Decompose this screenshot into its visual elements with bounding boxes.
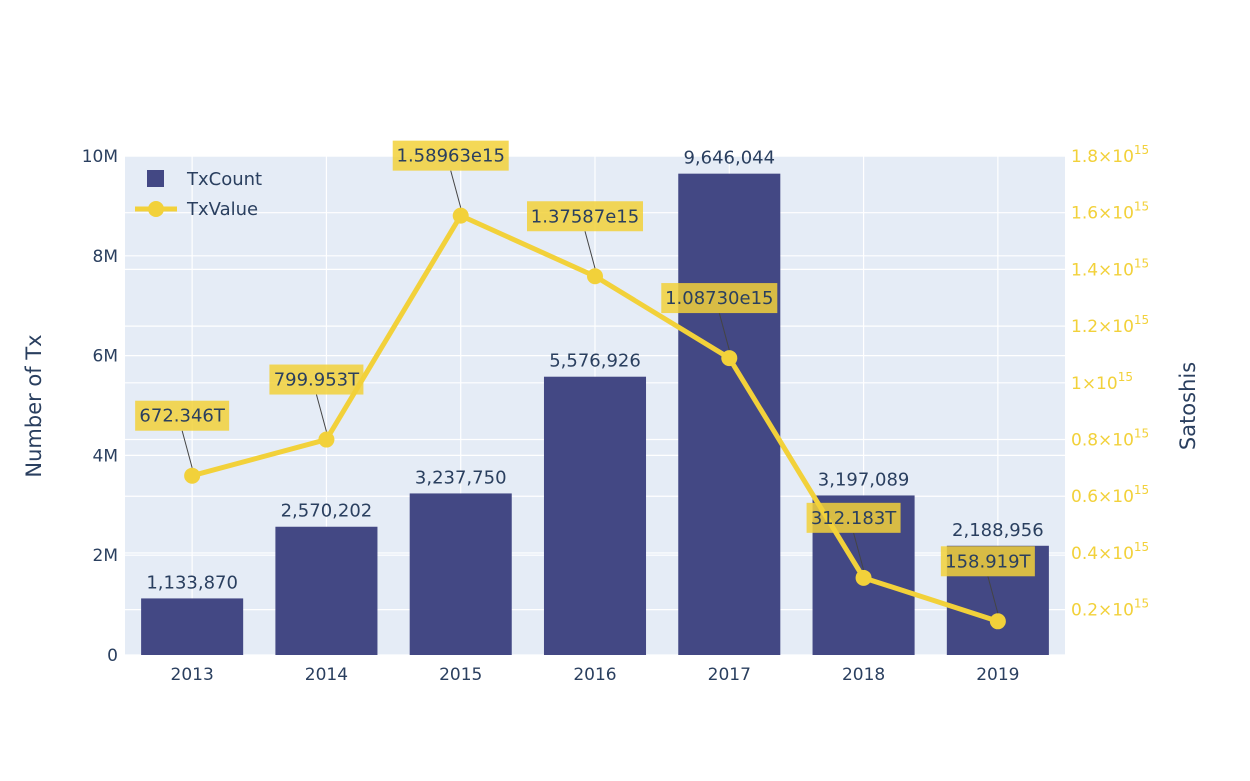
legend-swatch-txcount — [147, 170, 164, 187]
annotations: 672.346T 799.953T 1.58963e15 1.37587e15 1.08… — [135, 140, 1035, 614]
txvalue-point-2013[interactable] — [184, 467, 201, 484]
left-tick-2: 4M — [93, 446, 118, 466]
txvalue-point-2017[interactable] — [721, 350, 738, 367]
left-tick-3: 6M — [93, 347, 118, 367]
bar-2016[interactable] — [543, 376, 647, 655]
annotation-box-2019 — [940, 546, 1035, 577]
x-tick-2017: 2017 — [708, 665, 751, 685]
right-tick-5: 1.2×1015 — [1071, 313, 1149, 337]
annotation-arrow-2019 — [987, 576, 999, 614]
left-tick-0: 0 — [107, 646, 118, 666]
annotation-arrow-2015 — [450, 170, 462, 208]
txvalue-point-2015[interactable] — [452, 207, 469, 224]
x-axis-ticks: 2013 2014 2015 2016 2017 2018 2019 — [171, 665, 1020, 685]
txvalue-point-2014[interactable] — [318, 431, 335, 448]
annotation-arrow-2016 — [584, 231, 596, 269]
annotation-box-2013 — [135, 400, 230, 431]
annotation-label-2016: 1.37587e15 — [531, 206, 639, 227]
line-layer — [184, 207, 1006, 630]
bar-label-2019: 2,188,956 — [952, 520, 1044, 541]
x-tick-2013: 2013 — [171, 665, 214, 685]
right-axis-ticks: 0.2×1015 0.4×1015 0.6×1015 0.8×1015 1×1015 1.… — [1071, 143, 1149, 621]
bar-label-2014: 2,570,202 — [281, 501, 373, 522]
right-tick-8: 1.8×1015 — [1071, 143, 1149, 167]
bar-label-2018: 3,197,089 — [818, 469, 910, 490]
right-tick-4: 1×1015 — [1071, 370, 1133, 394]
left-tick-1: 2M — [93, 546, 118, 566]
right-axis-title: Satoshis — [1176, 362, 1200, 450]
annotation-box-2018 — [806, 502, 901, 533]
annotation-box-2017 — [661, 283, 778, 314]
bar-label-2015: 3,237,750 — [415, 467, 507, 488]
x-tick-2016: 2016 — [573, 665, 616, 685]
left-axis-ticks: 0 2M 4M 6M 8M 10M — [82, 147, 118, 666]
left-tick-5: 10M — [82, 147, 118, 167]
bar-label-2017: 9,646,044 — [683, 148, 775, 169]
annotation-label-2013: 672.346T — [139, 406, 225, 427]
annotation-label-2019: 158.919T — [945, 551, 1031, 572]
annotation-arrow-2018 — [853, 532, 865, 570]
annotation-label-2015: 1.58963e15 — [397, 146, 505, 167]
right-tick-0: 0.2×1015 — [1071, 597, 1149, 621]
annotation-arrow-2013 — [181, 430, 193, 468]
annotation-label-2014: 799.953T — [274, 370, 360, 391]
bar-labels: 1,133,870 2,570,202 3,237,750 5,576,926 9,64… — [146, 148, 1043, 594]
txvalue-point-2019[interactable] — [989, 613, 1006, 630]
x-tick-2015: 2015 — [439, 665, 482, 685]
annotation-arrow-2014 — [315, 394, 327, 432]
annotation-box-2015 — [392, 140, 509, 171]
bar-label-2013: 1,133,870 — [146, 572, 238, 593]
txvalue-point-2016[interactable] — [587, 268, 603, 285]
right-tick-3: 0.8×1015 — [1071, 427, 1149, 451]
bar-2013[interactable] — [141, 598, 244, 655]
bar-2015[interactable] — [409, 493, 512, 655]
right-tick-6: 1.4×1015 — [1071, 256, 1149, 280]
x-tick-2019: 2019 — [976, 665, 1019, 685]
right-tick-7: 1.6×1015 — [1071, 200, 1149, 224]
legend-label-txvalue: TxValue — [186, 199, 258, 220]
annotation-label-2017: 1.08730e15 — [665, 288, 773, 309]
bar-label-2016: 5,576,926 — [549, 351, 641, 372]
right-tick-1: 0.4×1015 — [1071, 540, 1149, 564]
legend[interactable]: TxCount TxValue — [135, 169, 262, 220]
legend-swatch-txvalue-marker — [148, 201, 164, 217]
txvalue-point-2018[interactable] — [855, 569, 872, 586]
bars — [141, 173, 1049, 655]
annotation-box-2016 — [527, 201, 643, 232]
bar-2014[interactable] — [275, 526, 378, 655]
left-tick-4: 8M — [93, 247, 118, 267]
annotation-box-2014 — [269, 364, 364, 395]
annotation-arrow-2017 — [718, 312, 730, 351]
x-tick-2014: 2014 — [305, 665, 348, 685]
annotation-label-2018: 312.183T — [811, 508, 897, 529]
left-axis-title: Number of Tx — [22, 334, 46, 477]
legend-label-txcount: TxCount — [186, 169, 262, 190]
x-tick-2018: 2018 — [842, 665, 885, 685]
right-tick-2: 0.6×1015 — [1071, 483, 1149, 507]
